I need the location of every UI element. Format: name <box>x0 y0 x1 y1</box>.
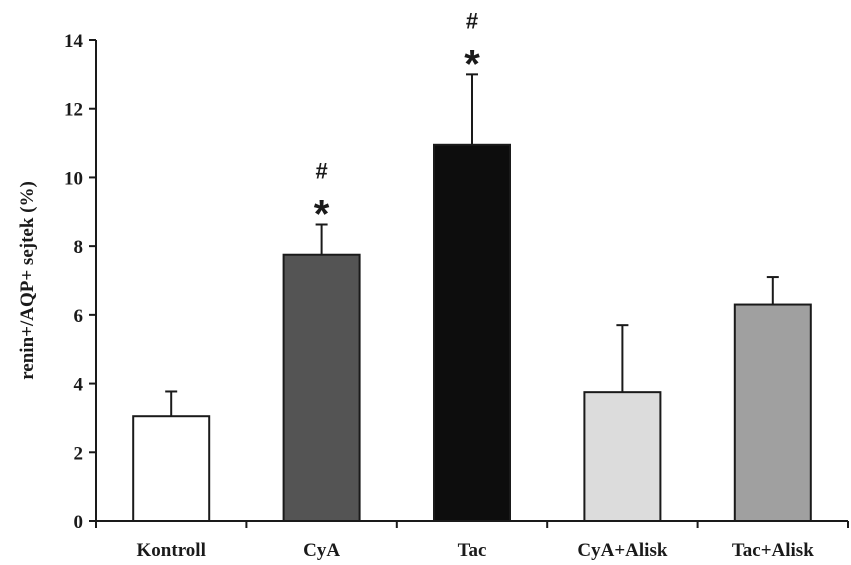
significance-annotations: # * # * <box>314 8 480 236</box>
y-tick-label: 4 <box>74 375 84 396</box>
x-tick-label: CyA+Alisk <box>577 540 667 561</box>
x-tick-label: Kontroll <box>137 540 206 561</box>
y-axis-title: renin+/AQP+ sejtek (%) <box>17 181 38 380</box>
asterisk-annotation: * <box>314 192 330 236</box>
y-tick-label: 12 <box>64 100 83 121</box>
bar-cya <box>282 253 361 522</box>
hash-annotation: # <box>315 158 327 183</box>
asterisk-annotation: * <box>464 42 480 86</box>
bar-tac-alisk <box>733 303 812 522</box>
y-tick-label: 2 <box>74 443 84 464</box>
axes <box>95 40 849 528</box>
x-tick-label: Tac <box>458 540 487 561</box>
y-tick-label: 8 <box>74 237 84 258</box>
bar-kontroll <box>132 415 211 523</box>
x-tick-label: CyA <box>303 540 340 561</box>
y-tick-label: 10 <box>64 168 83 189</box>
error-bars <box>165 73 779 417</box>
y-axis-ticks: 0 2 4 6 8 10 12 14 <box>64 31 96 533</box>
x-tick-label: Tac+Alisk <box>732 540 814 561</box>
x-axis-labels: Kontroll CyA Tac CyA+Alisk Tac+Alisk <box>137 540 815 561</box>
y-tick-label: 14 <box>64 31 84 52</box>
bar-cya-alisk <box>583 391 662 522</box>
bar-tac <box>433 143 511 523</box>
y-tick-label: 0 <box>74 512 84 533</box>
hash-annotation: # <box>466 8 478 33</box>
bars <box>132 143 812 523</box>
y-tick-label: 6 <box>74 306 84 327</box>
